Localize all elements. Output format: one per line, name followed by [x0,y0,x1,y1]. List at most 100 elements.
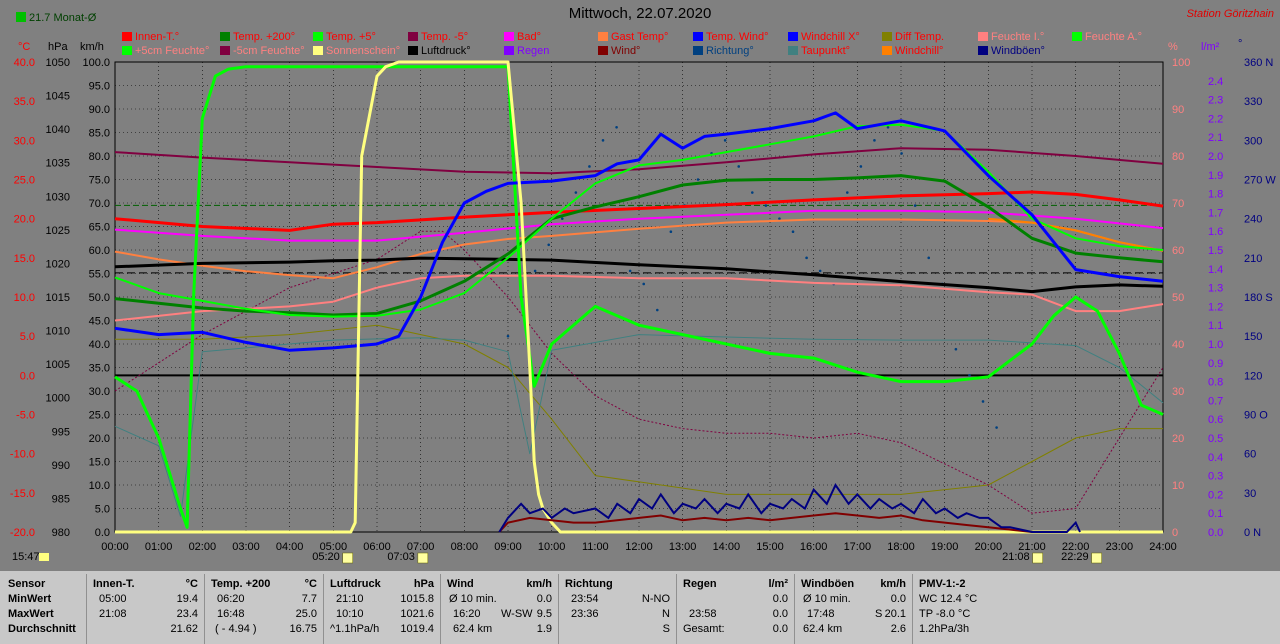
axis-unit-temp: °C [18,41,30,53]
wind-line [498,482,1081,533]
humidity-tick-label: 70 [1172,198,1184,210]
pressure-tick-label: 1020 [46,258,70,270]
time-tick-label: 21:00 [1018,541,1046,553]
legend-row1-item-7: Windchill X° [788,31,860,43]
direction-tick-label: 30 [1244,488,1256,500]
monthly-average-text: 21.7 Monat-Ø [29,12,97,24]
wind-tick-label: 95.0 [89,81,110,93]
stats-druck-min-time: 21:10 [336,593,364,605]
legend-label: Richtung° [706,45,754,57]
wind-tick-label: 15.0 [89,457,110,469]
legend-row1-item-9: Feuchte I.° [978,31,1044,43]
stats-regen-total-label: Gesamt: [683,623,725,635]
legend-label: Temp. +5° [326,31,376,43]
series-line [114,274,1164,322]
time-tick-label: 09:00 [494,541,522,553]
stats-wind-title: Wind [447,578,474,590]
direction-point [642,282,646,286]
stats-innen-column: Innen-T. °C 05:00 19.4 21:08 23.4 21.62 [87,574,205,644]
series-line [114,256,1164,294]
direction-point [886,125,890,129]
temp-tick-label: 20.0 [14,214,35,226]
pressure-tick-label: 1045 [46,91,70,103]
rain-tick-label: 2.1 [1208,132,1223,144]
stats-druck-max: 1021.6 [400,608,434,620]
direction-point [750,191,754,194]
time-tick-label: 20:00 [975,541,1003,553]
stats-regen-unit: l/m² [768,578,788,590]
direction-point [737,165,741,168]
direction-tick-label: 180 S [1244,292,1273,304]
stats-druck-avg: 1019.4 [400,623,434,635]
stats-temp200-max: 25.0 [295,608,317,620]
humidity-tick-label: 40 [1172,339,1184,351]
rain-tick-label: 1.1 [1208,320,1223,332]
temp-tick-label: 35.0 [14,96,35,108]
wind-tick-label: 45.0 [89,316,110,328]
legend-swatch [220,46,230,55]
pressure-tick-label: 1000 [46,393,70,405]
direction-point [533,269,537,273]
direction-point [995,426,998,429]
stats-temp200-max-time: 16:48 [217,608,245,620]
direction-tick-label: 300 [1244,135,1262,147]
legend-label: Taupunkt° [801,45,851,57]
humidity-tick-label: 30 [1172,386,1184,398]
wind-tick-label: 60.0 [89,245,110,257]
legend-swatch [122,32,132,41]
time-tick-label: 24:00 [1149,541,1177,553]
stats-regen-title: Regen [683,578,717,590]
stats-druck-title: Luftdruck [330,578,381,590]
series-line [114,334,1164,517]
wind-tick-label: 50.0 [89,292,110,304]
stats-boeen-max-time: 17:48 [807,608,835,620]
legend-label: Temp. Wind° [706,31,769,43]
direction-tick-label: 0 N [1244,527,1261,539]
humidity-tick-label: 60 [1172,245,1184,257]
direction-tick-label: 270 W [1244,175,1276,187]
rain-tick-label: 1.4 [1208,264,1223,276]
time-tick-label: 18:00 [887,541,915,553]
time-tick-label: 06:00 [363,541,391,553]
temp-tick-label: 15.0 [14,253,35,265]
series-line [988,217,1164,252]
time-tick-label: 16:00 [800,541,828,553]
legend-label: Wind° [611,45,641,57]
stats-wind-avg: 1.9 [536,623,552,635]
temp-tick-label: 0.0 [20,370,35,382]
pressure-tick-label: 1050 [46,57,70,69]
chart-title: Mittwoch, 22.07.2020 [568,5,712,22]
stats-header-sensor: Sensor [8,578,46,590]
pressure-tick-label: 1005 [46,359,70,371]
legend-swatch [122,46,132,55]
direction-point [588,165,591,168]
rain-tick-label: 2.3 [1208,95,1223,107]
series-line [115,60,1163,534]
stats-boeen-min: 0.0 [890,593,906,605]
pressure-tick-label: 1015 [46,292,70,304]
direction-point [723,139,727,142]
temp-tick-label: 5.0 [20,331,35,343]
temp-tick-label: 40.0 [14,57,35,69]
stats-druck-unit: hPa [413,578,434,590]
stats-wind-column: Wind km/h Ø 10 min. 0.0 16:20 W-SW 9.5 62.4 … [441,574,559,644]
legend-swatch [693,32,703,41]
direction-point [669,230,673,234]
rain-tick-label: 1.0 [1208,339,1223,351]
stats-richtung-max: N [662,608,670,620]
stats-regen-total: 0.0 [772,623,788,635]
rain-tick-label: 1.3 [1208,283,1223,295]
stats-innen-max: 23.4 [176,608,198,620]
pressure-tick-label: 1030 [46,191,70,203]
wind-tick-label: 40.0 [89,339,110,351]
humidity-tick-label: 0 [1172,527,1178,539]
temp-tick-label: -15.0 [10,488,35,500]
sun-marker [1091,552,1102,564]
rain-tick-label: 0.9 [1208,358,1223,370]
direction-tick-label: 210 [1244,253,1262,265]
legend-swatch [408,32,418,41]
pressure-tick-label: 1040 [46,124,70,136]
temp-tick-label: -20.0 [10,527,35,539]
legend-swatch [598,46,608,55]
time-tick-label: 08:00 [451,541,479,553]
